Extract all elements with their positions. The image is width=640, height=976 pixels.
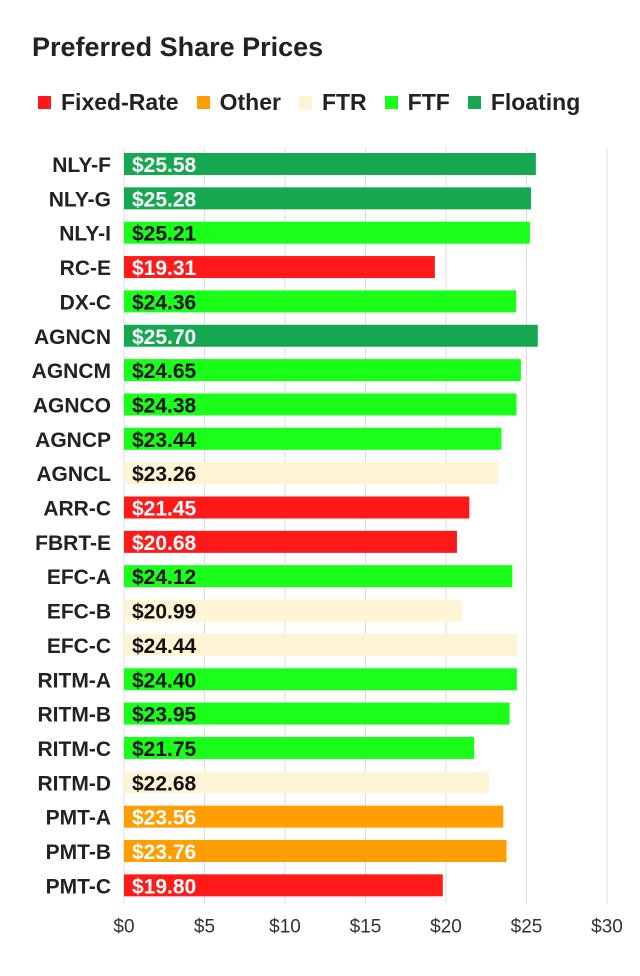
bar (124, 290, 517, 313)
category-label: AGNCL (36, 463, 111, 486)
category-label: RITM-D (38, 772, 111, 795)
x-tick-label: $15 (350, 916, 382, 937)
bar (124, 530, 457, 553)
bar (124, 840, 507, 862)
bar (124, 805, 504, 828)
chart-title: Preferred Share Prices (32, 32, 324, 62)
legend-item-fixed-rate: Fixed-Rate (38, 89, 179, 116)
bar (124, 324, 538, 347)
data-label: $25.28 (132, 188, 197, 211)
x-tick-label: $30 (591, 916, 623, 937)
x-tick-label: $5 (194, 916, 215, 937)
category-label: ARR-C (43, 498, 111, 521)
bar (124, 668, 517, 691)
data-label: $20.99 (132, 601, 196, 624)
legend-item-other: Other (196, 89, 281, 116)
bar (124, 771, 490, 794)
bar (124, 462, 499, 485)
legend-label: Fixed-Rate (61, 89, 179, 115)
category-label: AGNCO (33, 394, 111, 417)
data-label: $24.65 (132, 360, 197, 383)
bar (124, 256, 435, 279)
bar (124, 496, 470, 519)
legend-item-ftr: FTR (298, 89, 367, 116)
bar (124, 221, 530, 244)
category-label: FBRT-E (35, 532, 111, 555)
x-tick-label: $0 (113, 916, 134, 937)
x-tick-label: $10 (269, 916, 301, 937)
legend-swatch-ftr (298, 96, 312, 109)
x-tick-label: $25 (511, 916, 543, 937)
data-label: $24.38 (132, 394, 197, 417)
data-label: $25.58 (132, 154, 197, 177)
category-label: PMT-C (46, 875, 111, 898)
category-label: AGNCN (34, 326, 111, 349)
data-label: $24.12 (132, 566, 196, 589)
bar (124, 565, 513, 588)
bar (124, 393, 517, 416)
legend-item-floating: Floating (467, 89, 581, 116)
legend-label: Other (219, 89, 281, 115)
data-label: $20.68 (132, 532, 197, 555)
data-label: $19.31 (132, 257, 197, 280)
category-label: PMT-B (46, 841, 111, 864)
bar (124, 427, 502, 450)
bar (124, 736, 475, 759)
category-label: AGNCP (35, 429, 111, 452)
category-label: RITM-B (38, 704, 111, 727)
category-label: DX-C (60, 291, 111, 314)
data-label: $24.44 (132, 635, 197, 658)
bar (124, 599, 462, 622)
category-label: EFC-B (47, 601, 111, 624)
category-label: RC-E (60, 257, 111, 280)
legend-swatch-fixed-rate (38, 96, 51, 109)
bar (124, 187, 532, 210)
data-label: $24.36 (132, 291, 196, 314)
data-label: $23.26 (132, 463, 196, 486)
category-label: RITM-A (38, 669, 111, 692)
data-label: $21.45 (132, 498, 197, 521)
bar (124, 359, 521, 382)
category-label: EFC-A (47, 566, 111, 589)
legend-label: Floating (490, 89, 581, 115)
category-label: AGNCM (32, 360, 111, 383)
data-label: $23.76 (132, 841, 196, 864)
category-label: PMT-A (46, 807, 111, 830)
category-label: NLY-I (59, 223, 111, 246)
bar (124, 633, 518, 656)
legend-item-ftf: FTF (384, 89, 450, 116)
data-label: $19.80 (132, 875, 196, 898)
data-label: $25.70 (132, 326, 196, 349)
data-label: $25.21 (132, 223, 197, 246)
legend-swatch-floating (467, 96, 481, 109)
x-tick-label: $20 (430, 916, 462, 937)
data-label: $23.95 (132, 704, 197, 727)
bar (124, 702, 510, 725)
category-label: RITM-C (38, 738, 111, 761)
legend-swatch-other (196, 96, 210, 109)
legend-label: FTF (407, 89, 450, 115)
bar (124, 153, 536, 175)
data-label: $23.56 (132, 807, 196, 830)
category-label: NLY-F (52, 154, 111, 177)
legend-swatch-ftf (384, 96, 398, 109)
legend-label: FTR (321, 89, 367, 115)
bar (124, 874, 443, 897)
legend: Fixed-Rate Other FTR FTF Floating (38, 89, 598, 116)
category-label: EFC-C (47, 635, 111, 658)
data-label: $21.75 (132, 738, 197, 761)
data-label: $24.40 (132, 669, 196, 692)
category-label: NLY-G (49, 188, 111, 211)
data-label: $22.68 (132, 772, 197, 795)
data-label: $23.44 (132, 429, 197, 452)
